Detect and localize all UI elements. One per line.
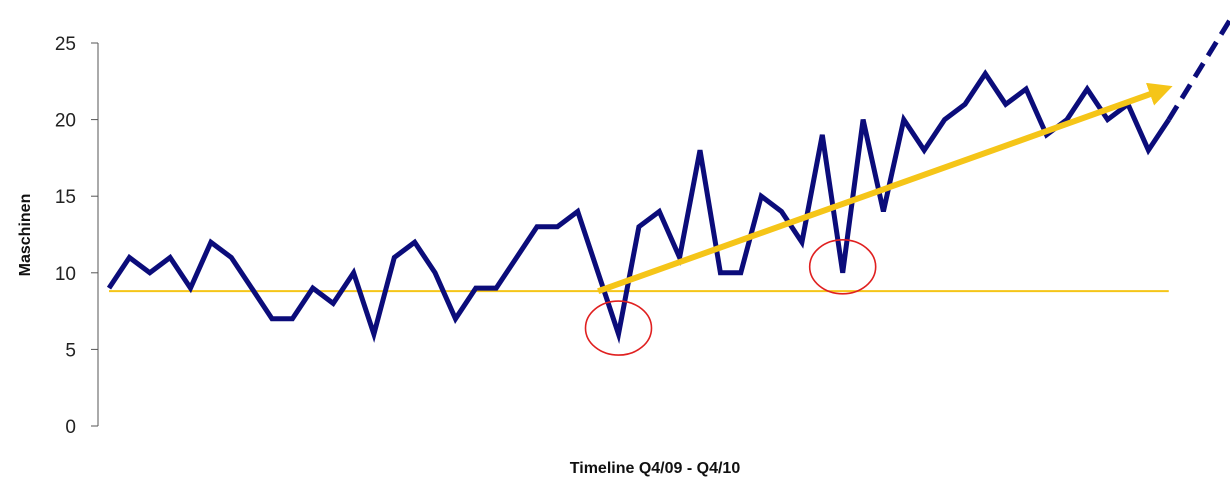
highlight-circle-2: [808, 238, 877, 295]
series-line: [106, 69, 1171, 345]
y-tick-label-5: 5: [65, 340, 76, 361]
x-axis-title: Timeline Q4/09 - Q4/10: [570, 460, 741, 477]
trend-arrow: [597, 82, 1173, 295]
series-points: [107, 71, 1172, 336]
projection-dashed-line: [1166, 18, 1230, 121]
y-tick-label-10: 10: [55, 264, 76, 285]
y-tick-label-15: 15: [55, 187, 76, 208]
y-tick-label-20: 20: [55, 111, 76, 132]
y-tick-label-0: 0: [65, 417, 76, 438]
y-tick-label-25: 25: [55, 34, 76, 55]
highlight-circle-1: [584, 300, 653, 356]
y-axis-ticks: [91, 42, 98, 427]
y-axis-tick-labels: 0 5 10 15 20 25: [55, 34, 76, 438]
highlight-circles: [584, 238, 877, 356]
y-axis-title: Maschinen: [17, 194, 34, 277]
